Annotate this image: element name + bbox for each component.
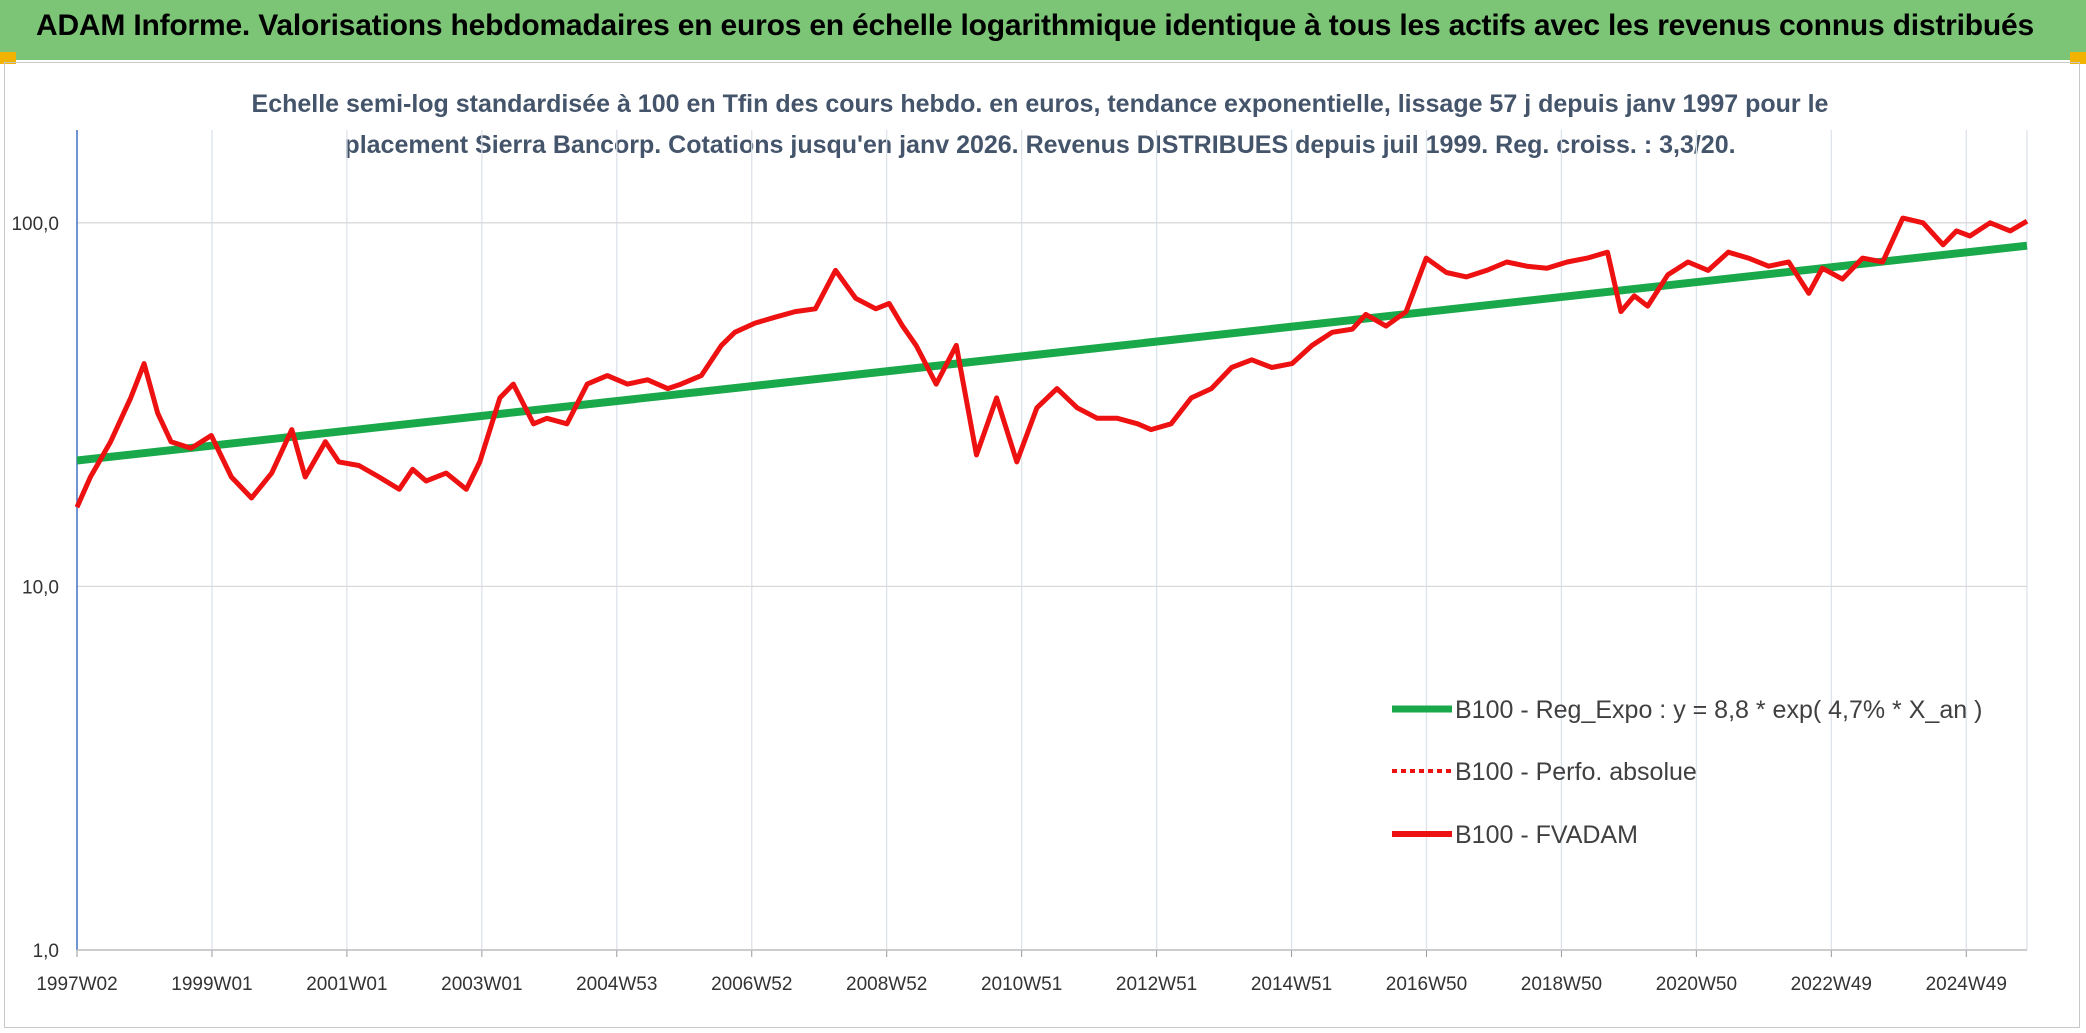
chart-frame	[4, 62, 2080, 1028]
corner-accent-right	[2070, 52, 2086, 64]
x-tick-label: 2022W49	[1791, 974, 1872, 995]
x-tick-label: 2024W49	[1926, 974, 2007, 995]
x-tick-label: 2003W01	[441, 974, 522, 995]
legend-label-3: B100 - FVADAM	[1455, 821, 1638, 849]
x-tick-label: 2018W50	[1521, 974, 1602, 995]
y-tick-label: 1,0	[33, 941, 59, 962]
x-tick-label: 1999W01	[171, 974, 252, 995]
x-tick-label: 2001W01	[306, 974, 387, 995]
chart-subtitle-line-1: Echelle semi-log standardisée à 100 en T…	[251, 90, 1829, 118]
legend-label-2: B100 - Perfo. absolue	[1455, 758, 1697, 786]
x-tick-label: 2012W51	[1116, 974, 1197, 995]
x-tick-label: 2004W53	[576, 974, 657, 995]
x-tick-label: 2014W51	[1251, 974, 1332, 995]
x-tick-label: 2006W52	[711, 974, 792, 995]
chart-subtitle: Echelle semi-log standardisée à 100 en T…	[140, 84, 1940, 166]
x-tick-label: 2020W50	[1656, 974, 1737, 995]
x-tick-label: 2008W52	[846, 974, 927, 995]
y-tick-label: 100,0	[11, 214, 59, 235]
page-title: ADAM Informe. Valorisations hebdomadaire…	[36, 9, 2034, 42]
chart-subtitle-line-2: placement Sierra Bancorp. Cotations jusq…	[344, 131, 1736, 159]
legend-label-1: B100 - Reg_Expo : y = 8,8 * exp( 4,7% * …	[1455, 696, 1982, 724]
series-fvadam-line	[74, 215, 2029, 509]
x-tick-label: 2016W50	[1386, 974, 1467, 995]
title-banner: ADAM Informe. Valorisations hebdomadaire…	[0, 0, 2086, 60]
x-tick-label: 1997W02	[36, 974, 117, 995]
y-tick-label: 10,0	[22, 577, 59, 598]
corner-accent-left	[0, 52, 16, 64]
series-trend-line	[76, 241, 2028, 465]
x-tick-label: 2010W51	[981, 974, 1062, 995]
